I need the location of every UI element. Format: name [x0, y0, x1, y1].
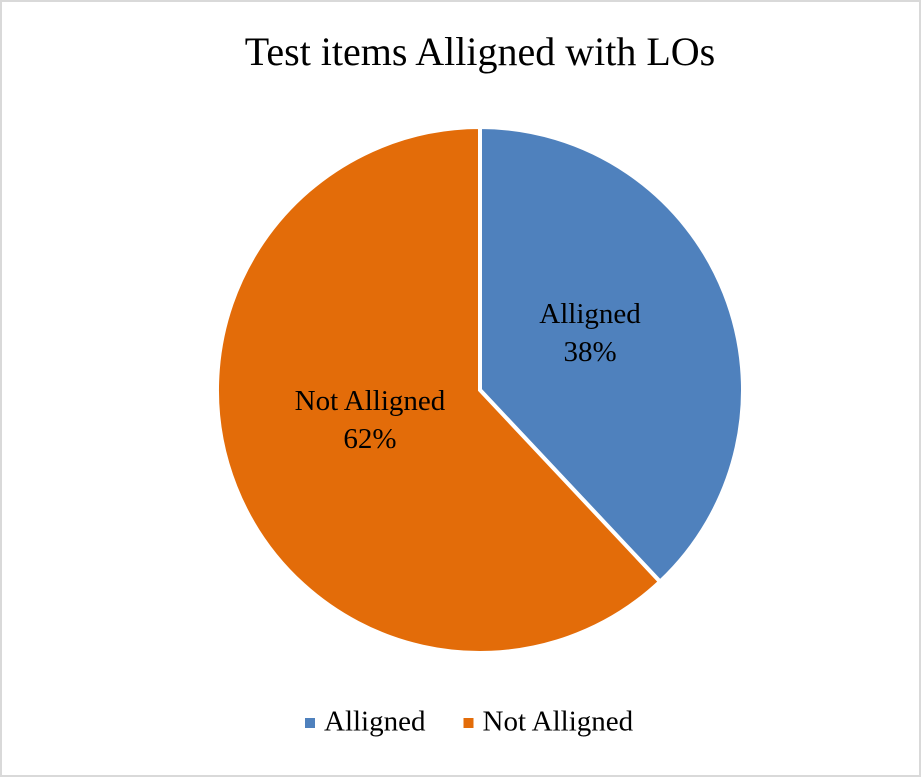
pie-slice	[478, 124, 745, 585]
legend-swatch	[305, 718, 315, 728]
pie-slice	[215, 124, 663, 655]
data-label-name: Alligned	[539, 298, 641, 330]
legend-label: Alligned	[324, 706, 426, 738]
legend-label: Not Alligned	[483, 706, 634, 738]
data-label-value: 38%	[563, 336, 616, 368]
chart-title: Test items Alligned with LOs	[245, 29, 716, 74]
data-label-name: Not Alligned	[295, 385, 446, 417]
legend-swatch	[463, 718, 474, 728]
data-label-value: 62%	[343, 423, 396, 455]
